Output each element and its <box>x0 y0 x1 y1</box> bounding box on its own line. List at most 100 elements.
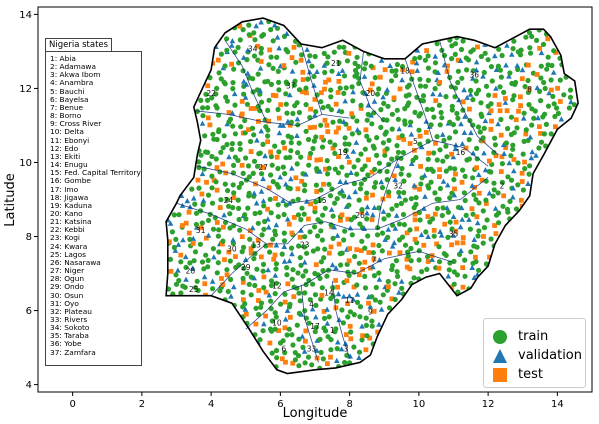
validation-point <box>480 73 486 79</box>
train-point <box>429 216 436 222</box>
train-point <box>342 228 348 234</box>
train-point <box>344 172 350 178</box>
validation-point <box>352 188 359 195</box>
validation-point <box>356 354 362 360</box>
state-number-labels: 1234567891011121314151617181920212223242… <box>186 44 533 353</box>
train-point <box>541 131 548 137</box>
validation-point <box>289 165 295 171</box>
test-point <box>479 177 485 183</box>
train-point <box>295 122 301 128</box>
train-point <box>261 203 267 209</box>
x-tick-label: 6 <box>277 399 283 410</box>
test-point <box>278 102 284 107</box>
test-point <box>346 125 352 131</box>
train-point <box>247 236 253 242</box>
test-point <box>282 325 288 331</box>
validation-point <box>205 232 212 238</box>
train-point <box>283 79 289 85</box>
train-point <box>445 209 451 215</box>
test-point <box>343 332 349 337</box>
train-point <box>187 260 193 266</box>
test-point <box>409 69 415 75</box>
validation-point <box>458 247 464 253</box>
train-point <box>436 102 442 108</box>
validation-point <box>452 145 459 152</box>
train-point <box>342 141 348 147</box>
train-point <box>198 97 204 103</box>
validation-point <box>346 293 353 299</box>
validation-point <box>384 86 390 93</box>
test-point <box>553 124 558 130</box>
train-point <box>522 84 528 90</box>
train-point <box>380 292 386 298</box>
train-point <box>273 314 279 320</box>
train-point <box>355 157 361 163</box>
train-point <box>571 102 578 108</box>
test-point <box>483 201 489 206</box>
train-point <box>349 84 355 90</box>
validation-point <box>558 116 565 122</box>
train-point <box>376 160 382 166</box>
train-point <box>270 38 276 44</box>
train-point <box>451 269 457 275</box>
train-point <box>548 77 554 83</box>
train-point <box>478 53 484 60</box>
train-point <box>273 261 279 267</box>
train-point <box>386 305 393 311</box>
train-point <box>351 214 357 220</box>
test-point <box>442 221 448 227</box>
train-point <box>424 106 430 112</box>
legend-item-test[interactable]: test <box>492 365 585 384</box>
test-point <box>273 93 279 99</box>
validation-point <box>376 321 382 327</box>
validation-point <box>461 87 467 93</box>
test-point <box>459 179 465 185</box>
train-point <box>510 142 516 148</box>
train-point <box>436 244 442 250</box>
validation-point <box>510 194 516 200</box>
validation-point <box>273 242 280 248</box>
validation-point <box>245 70 251 76</box>
legend-item-train[interactable]: train <box>492 327 585 346</box>
train-point <box>554 105 560 111</box>
train-point <box>319 237 325 243</box>
state-number-label: 2 <box>500 181 505 190</box>
train-point <box>252 37 258 43</box>
train-point <box>274 181 280 188</box>
validation-point <box>313 314 319 320</box>
train-point <box>526 171 532 177</box>
train-point <box>364 333 370 339</box>
validation-point <box>200 197 207 203</box>
test-point <box>186 209 192 215</box>
train-point <box>341 44 347 50</box>
train-point <box>483 83 490 89</box>
train-point <box>296 109 302 116</box>
train-point <box>419 269 425 275</box>
train-point <box>379 230 386 236</box>
train-point <box>167 256 173 262</box>
validation-point <box>421 172 428 178</box>
validation-point <box>211 254 217 260</box>
test-point <box>276 115 282 121</box>
train-point <box>362 285 369 291</box>
test-point <box>266 118 272 124</box>
train-point <box>513 79 519 86</box>
state-list-item: 14: Enugu <box>50 160 88 170</box>
train-point <box>521 138 527 144</box>
validation-point <box>350 148 357 154</box>
validation-point <box>289 68 296 74</box>
train-point <box>236 216 242 223</box>
train-point <box>510 46 516 52</box>
train-point <box>265 107 271 113</box>
legend-item-validation[interactable]: validation <box>492 346 585 365</box>
train-point <box>311 73 317 80</box>
validation-point <box>422 193 428 199</box>
validation-point <box>281 243 288 249</box>
train-point <box>230 123 236 129</box>
validation-point <box>276 130 283 136</box>
test-point <box>226 110 232 115</box>
validation-point <box>314 337 320 343</box>
train-point <box>294 161 300 167</box>
test-point <box>290 360 296 366</box>
test-point <box>255 237 261 243</box>
